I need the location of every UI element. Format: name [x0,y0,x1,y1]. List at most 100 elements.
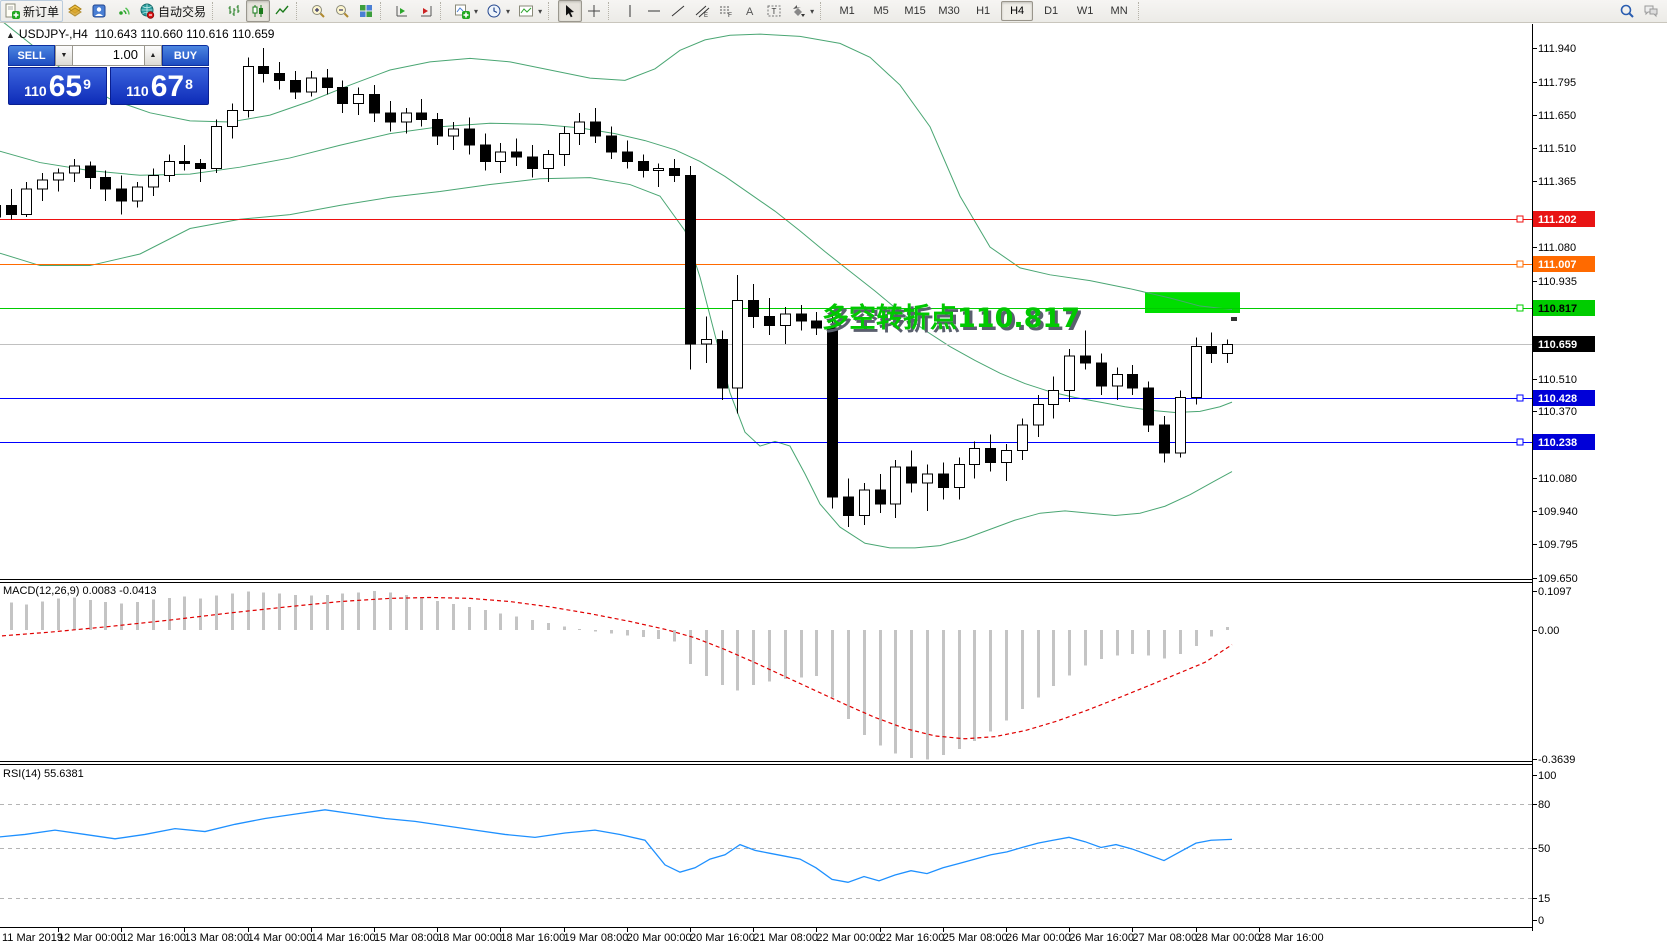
zoom-out-button[interactable] [330,0,354,22]
svg-text:0.00: 0.00 [1538,625,1559,637]
chat-icon[interactable] [1643,3,1659,19]
svg-text:110.370: 110.370 [1538,406,1577,418]
svg-text:19 Mar 08:00: 19 Mar 08:00 [564,932,629,944]
crosshair-button[interactable] [582,0,606,22]
autotrade-button[interactable]: 自动交易 [135,0,210,22]
equidistant-channel-icon: E [695,5,710,19]
price-badge [1533,211,1595,227]
trendline-button[interactable] [666,0,690,22]
collapse-arrow-icon[interactable]: ▲ [6,30,15,40]
dropdown-arrow-icon: ▾ [506,6,511,16]
rsi-label: RSI(14) 55.6381 [3,768,84,780]
templates-button[interactable]: ▾ [514,0,546,22]
svg-text:多空转折点110.817: 多空转折点110.817 [822,302,1080,334]
periods-button[interactable]: ▾ [482,0,514,22]
vertical-line-button[interactable] [618,0,642,22]
bollinger-bands [0,18,1233,549]
svg-text:多空转折点110.817: 多空转折点110.817 [825,305,1083,337]
line-handle[interactable] [1516,394,1524,402]
separator [296,2,304,20]
separator [1138,2,1146,20]
one-click-trading-panel: SELL ▼ 1.00 ▲ BUY 110 65 9 110 67 8 [8,45,209,105]
svg-text:110.080: 110.080 [1538,473,1577,485]
svg-text:111.007: 111.007 [1538,259,1577,271]
timeframe-m5[interactable]: M5 [873,5,889,17]
signal-button[interactable] [111,0,135,22]
chart-shift-button[interactable] [414,0,438,22]
bar-chart-button[interactable] [222,0,246,22]
timeframe-h1[interactable]: H1 [976,5,991,17]
candle-chart-button[interactable] [246,0,271,22]
buy-price-point: 8 [185,76,193,92]
new-order-button[interactable]: 新订单 [0,0,64,22]
sell-price[interactable]: 110 65 9 [8,67,107,105]
arrows-icon [793,5,806,17]
timeframe-group: M1 M5 M15 M30 H1 H4 D1 W1 MN [830,1,1136,21]
profile-button[interactable] [87,0,111,22]
arrows-button[interactable]: ▾ [786,0,818,22]
volume-stepper: ▼ 1.00 ▲ [55,45,162,66]
horizontal-line-button[interactable] [642,0,666,22]
separator [608,2,616,20]
fibonacci-button[interactable]: F [714,0,738,22]
volume-up-button[interactable]: ▲ [144,45,162,66]
price-badge [1533,336,1595,352]
profile-icon [92,4,106,18]
sell-price-base: 110 [24,83,47,99]
buy-button[interactable]: BUY [162,45,209,66]
price-badge [1533,300,1595,316]
line-handle[interactable] [1516,438,1524,446]
chart-shift-icon [421,6,432,17]
search-icon[interactable] [1619,3,1635,19]
bollinger-lower [0,177,1233,549]
line-chart-icon [275,5,289,15]
new-order-icon [5,3,20,19]
volume-input[interactable]: 1.00 [73,45,144,66]
svg-text:28 Mar 00:00: 28 Mar 00:00 [1196,932,1261,944]
bollinger-middle [0,122,1233,414]
sell-button[interactable]: SELL [8,45,55,66]
timeframe-m1[interactable]: M1 [839,5,855,17]
horizontal-lines[interactable] [0,215,1532,446]
zoom-in-button[interactable] [306,0,330,22]
timeframe-m15[interactable]: M15 [904,5,926,17]
svg-text:-0.3639: -0.3639 [1538,754,1575,766]
market-watch-button[interactable] [63,0,87,22]
volume-down-button[interactable]: ▼ [55,45,73,66]
line-chart-button[interactable] [270,0,294,22]
timeframe-d1[interactable]: D1 [1044,5,1059,17]
equidistant-channel-button[interactable]: E [690,0,714,22]
bar-chart-icon [228,5,240,16]
tile-windows-button[interactable] [354,0,378,22]
svg-text:20 Mar 00:00: 20 Mar 00:00 [627,932,692,944]
timeframe-w1[interactable]: W1 [1076,5,1094,17]
svg-text:27 Mar 08:00: 27 Mar 08:00 [1132,932,1197,944]
svg-text:E: E [704,13,708,19]
line-handle[interactable] [1516,215,1524,223]
cursor-button[interactable] [558,0,583,22]
timeframe-h4[interactable]: H4 [1001,1,1034,21]
auto-scroll-button[interactable] [390,0,414,22]
signal-icon [119,7,130,15]
text-icon: A [746,6,754,18]
line-handle[interactable] [1516,260,1524,268]
svg-text:12 Mar 00:00: 12 Mar 00:00 [58,932,123,944]
price-axis[interactable]: 111.940 111.795 111.650 111.510 111.365 111.0… [1532,43,1595,927]
text-label-button[interactable]: T [762,0,786,22]
indicators-button[interactable]: ▾ [450,0,482,22]
timeframe-mn[interactable]: MN [1110,5,1128,17]
rsi-line [0,809,1233,883]
sell-price-pips: 65 [48,70,83,103]
buy-price[interactable]: 110 67 8 [110,67,209,105]
svg-text:15: 15 [1538,893,1550,905]
toolbar: 新订单 自动交易 ▾ ▾ ▾ E F A T ▾ [0,0,1667,23]
svg-text:26 Mar 00:00: 26 Mar 00:00 [1006,932,1071,944]
text-button[interactable]: A [738,0,762,22]
timeframe-m30[interactable]: M30 [938,5,960,17]
macd-panel [0,591,1233,760]
line-handle[interactable] [1516,304,1524,312]
svg-text:111.940: 111.940 [1538,43,1576,55]
